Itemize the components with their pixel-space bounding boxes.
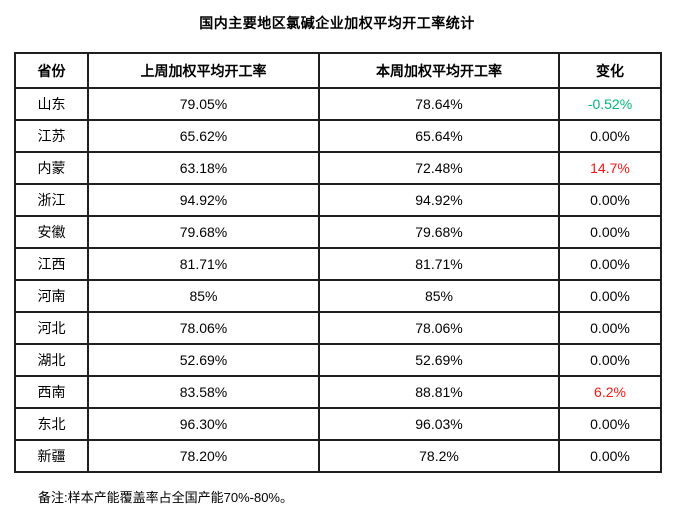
cell-this-week: 88.81% xyxy=(318,375,560,409)
header-cell-change: 变化 xyxy=(558,52,662,89)
cell-last-week: 65.62% xyxy=(87,119,320,153)
table-row: 山东 79.05% 78.64% -0.52% xyxy=(14,87,662,121)
cell-this-week: 78.2% xyxy=(318,439,560,473)
table-row: 新疆 78.20% 78.2% 0.00% xyxy=(14,439,662,473)
cell-this-week: 96.03% xyxy=(318,407,560,441)
cell-this-week: 52.69% xyxy=(318,343,560,377)
header-cell-last-week: 上周加权平均开工率 xyxy=(87,52,320,89)
cell-last-week: 83.58% xyxy=(87,375,320,409)
cell-change: 0.00% xyxy=(558,407,662,441)
cell-last-week: 52.69% xyxy=(87,343,320,377)
cell-province: 西南 xyxy=(14,375,89,409)
table-row: 河北 78.06% 78.06% 0.00% xyxy=(14,311,662,345)
table-row: 内蒙 63.18% 72.48% 14.7% xyxy=(14,151,662,185)
table-row: 湖北 52.69% 52.69% 0.00% xyxy=(14,343,662,377)
cell-province: 山东 xyxy=(14,87,89,121)
header-cell-this-week: 本周加权平均开工率 xyxy=(318,52,560,89)
cell-change: 0.00% xyxy=(558,247,662,281)
table-row: 江苏 65.62% 65.64% 0.00% xyxy=(14,119,662,153)
cell-province: 内蒙 xyxy=(14,151,89,185)
cell-this-week: 78.06% xyxy=(318,311,560,345)
table-row: 西南 83.58% 88.81% 6.2% xyxy=(14,375,662,409)
cell-this-week: 81.71% xyxy=(318,247,560,281)
cell-this-week: 85% xyxy=(318,279,560,313)
cell-change: 0.00% xyxy=(558,439,662,473)
table-row: 河南 85% 85% 0.00% xyxy=(14,279,662,313)
cell-this-week: 79.68% xyxy=(318,215,560,249)
page-title: 国内主要地区氯碱企业加权平均开工率统计 xyxy=(199,15,475,31)
cell-province: 新疆 xyxy=(14,439,89,473)
cell-last-week: 63.18% xyxy=(87,151,320,185)
table-body: 山东 79.05% 78.64% -0.52% 江苏 65.62% 65.64% 0.00% 内… xyxy=(14,87,662,473)
cell-this-week: 65.64% xyxy=(318,119,560,153)
cell-change: 0.00% xyxy=(558,215,662,249)
table-row: 东北 96.30% 96.03% 0.00% xyxy=(14,407,662,441)
cell-province: 浙江 xyxy=(14,183,89,217)
table-row: 浙江 94.92% 94.92% 0.00% xyxy=(14,183,662,217)
cell-province: 安徽 xyxy=(14,215,89,249)
cell-last-week: 78.06% xyxy=(87,311,320,345)
table-row: 安徽 79.68% 79.68% 0.00% xyxy=(14,215,662,249)
cell-last-week: 94.92% xyxy=(87,183,320,217)
cell-this-week: 94.92% xyxy=(318,183,560,217)
cell-last-week: 78.20% xyxy=(87,439,320,473)
cell-change: 0.00% xyxy=(558,311,662,345)
cell-change: 0.00% xyxy=(558,183,662,217)
cell-last-week: 79.05% xyxy=(87,87,320,121)
cell-change: 14.7% xyxy=(558,151,662,185)
cell-change: 0.00% xyxy=(558,279,662,313)
cell-change: 0.00% xyxy=(558,119,662,153)
header-cell-province: 省份 xyxy=(14,52,89,89)
cell-province: 江西 xyxy=(14,247,89,281)
cell-province: 江苏 xyxy=(14,119,89,153)
cell-last-week: 96.30% xyxy=(87,407,320,441)
table-row: 江西 81.71% 81.71% 0.00% xyxy=(14,247,662,281)
cell-province: 湖北 xyxy=(14,343,89,377)
cell-this-week: 78.64% xyxy=(318,87,560,121)
cell-change: 6.2% xyxy=(558,375,662,409)
footnote: 备注:样本产能覆盖率占全国产能70%-80%。 xyxy=(38,490,293,505)
cell-last-week: 85% xyxy=(87,279,320,313)
cell-change: -0.52% xyxy=(558,87,662,121)
table-header-row: 省份 上周加权平均开工率 本周加权平均开工率 变化 xyxy=(14,52,662,89)
cell-change: 0.00% xyxy=(558,343,662,377)
cell-last-week: 79.68% xyxy=(87,215,320,249)
cell-this-week: 72.48% xyxy=(318,151,560,185)
cell-province: 河南 xyxy=(14,279,89,313)
operating-rate-table: 省份 上周加权平均开工率 本周加权平均开工率 变化 山东 79.05% 78.64%… xyxy=(14,52,662,473)
cell-province: 河北 xyxy=(14,311,89,345)
cell-last-week: 81.71% xyxy=(87,247,320,281)
cell-province: 东北 xyxy=(14,407,89,441)
